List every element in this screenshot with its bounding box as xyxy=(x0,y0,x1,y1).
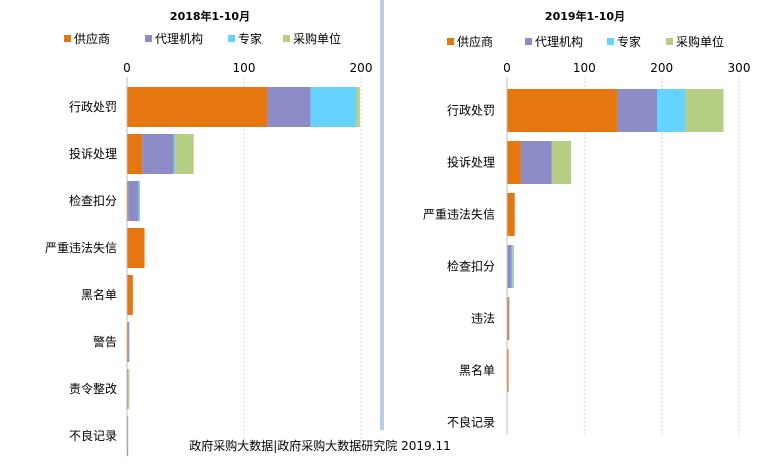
panel-2-legend-swatch-1 xyxy=(447,38,454,45)
panel-2-bar-1-series-4 xyxy=(685,89,724,132)
panel-2-legend-swatch-2 xyxy=(525,38,532,45)
panel-1-category-label-5: 黑名单 xyxy=(81,287,117,302)
panel-2-category-label-1: 行政处罚 xyxy=(447,104,495,118)
panel-1-legend-label-1: 供应商 xyxy=(74,31,110,46)
panel-1-bar-1-series-4 xyxy=(356,87,360,127)
panel-1-legend-label-3: 专家 xyxy=(238,31,262,46)
source-footer: 政府采购大数据|政府采购大数据研究院 2019.11 xyxy=(189,439,451,453)
panel-2-bar-3-series-1 xyxy=(507,193,515,236)
panel-1-legend-label-4: 采购单位 xyxy=(293,31,341,46)
panel-2-category-label-6: 黑名单 xyxy=(459,363,495,378)
panel-1-bar-6-series-1 xyxy=(127,322,129,362)
panel-1-category-label-2: 投诉处理 xyxy=(69,146,117,161)
panel-2-legend-swatch-4 xyxy=(666,38,673,45)
panel-1-bar-3-series-3 xyxy=(138,181,140,221)
panel-1-bar-7-series-4 xyxy=(128,369,130,409)
panel-1-chart-title: 2018年1-10月 xyxy=(170,9,250,23)
panel-1-category-label-3: 检查扣分 xyxy=(69,193,117,208)
panel-2-bar-4-series-4 xyxy=(512,245,514,288)
panel-1-bar-2-series-2 xyxy=(142,134,174,174)
panel-2-tick-label-100: 100 xyxy=(573,61,596,75)
panel-2-bar-2-series-4 xyxy=(551,141,572,184)
panel-1-tick-label-200: 200 xyxy=(350,61,373,75)
panel-2-legend-label-2: 代理机构 xyxy=(535,34,583,49)
panel-1-bar-4-series-1 xyxy=(127,228,145,268)
panel-1-bar-6-series-2 xyxy=(128,322,130,362)
panel-1-category-label-1: 行政处罚 xyxy=(69,100,117,114)
panel-1-category-label-8: 不良记录 xyxy=(69,428,117,443)
panel-2-bar-6-series-1 xyxy=(507,349,509,392)
panel-1-bar-2-series-4 xyxy=(174,134,194,174)
panel-2-bar-1-series-2 xyxy=(617,89,658,132)
panel-1-legend-swatch-2 xyxy=(145,35,152,42)
panel-2-legend-label-4: 采购单位 xyxy=(676,34,724,49)
panel-1-legend-swatch-1 xyxy=(64,35,71,42)
panel-2-category-label-2: 投诉处理 xyxy=(447,155,495,170)
panel-1-category-label-6: 警告 xyxy=(93,334,117,349)
panel-divider xyxy=(380,0,384,430)
panel-1-bar-1-series-1 xyxy=(127,87,268,127)
panel-2-bar-4-series-3 xyxy=(511,245,513,288)
panel-1-bar-2-series-1 xyxy=(127,134,143,174)
panel-2-legend-label-3: 专家 xyxy=(617,34,641,49)
panel-1-tick-label-0: 0 xyxy=(123,61,131,75)
panel-1-bar-7-series-2 xyxy=(127,369,129,409)
panel-1-bar-3-series-1 xyxy=(127,181,129,221)
panel-2-category-label-3: 严重违法失信 xyxy=(423,207,495,222)
panel-1-category-label-4: 严重违法失信 xyxy=(45,240,117,255)
panel-2-category-label-7: 不良记录 xyxy=(447,415,495,430)
panel-1-bar-8-series-2 xyxy=(127,416,129,456)
panel-1-bar-3-series-2 xyxy=(128,181,139,221)
panel-2-bar-2-series-1 xyxy=(507,141,521,184)
panel-2-category-label-4: 检查扣分 xyxy=(447,259,495,274)
panel-2-bar-2-series-2 xyxy=(520,141,552,184)
panel-2-tick-label-0: 0 xyxy=(503,61,511,75)
panel-2-legend-label-1: 供应商 xyxy=(457,34,493,49)
panel-2-tick-label-300: 300 xyxy=(728,61,751,75)
panel-2-tick-label-200: 200 xyxy=(650,61,673,75)
panel-2-bar-4-series-2 xyxy=(507,245,512,288)
panel-1-legend-swatch-3 xyxy=(228,35,235,42)
panel-1-legend-swatch-4 xyxy=(283,35,290,42)
panel-1-bar-5-series-1 xyxy=(127,275,133,315)
panel-2-legend-swatch-3 xyxy=(607,38,614,45)
panel-1-bar-1-series-2 xyxy=(267,87,311,127)
panel-1-legend-label-2: 代理机构 xyxy=(155,31,203,46)
panel-2-bar-5-series-2 xyxy=(508,297,510,340)
panel-2-bar-1-series-1 xyxy=(507,89,618,132)
panel-1-category-label-7: 责令整改 xyxy=(69,381,117,396)
panel-2-bar-5-series-1 xyxy=(507,297,509,340)
panel-2-chart-title: 2019年1-10月 xyxy=(545,9,625,23)
panel-1-tick-label-100: 100 xyxy=(233,61,256,75)
panel-1-bar-1-series-3 xyxy=(310,87,357,127)
panel-1-bar-2-series-3 xyxy=(173,134,175,174)
panel-2-category-label-5: 违法 xyxy=(471,312,495,326)
panel-2-bar-1-series-3 xyxy=(657,89,686,132)
